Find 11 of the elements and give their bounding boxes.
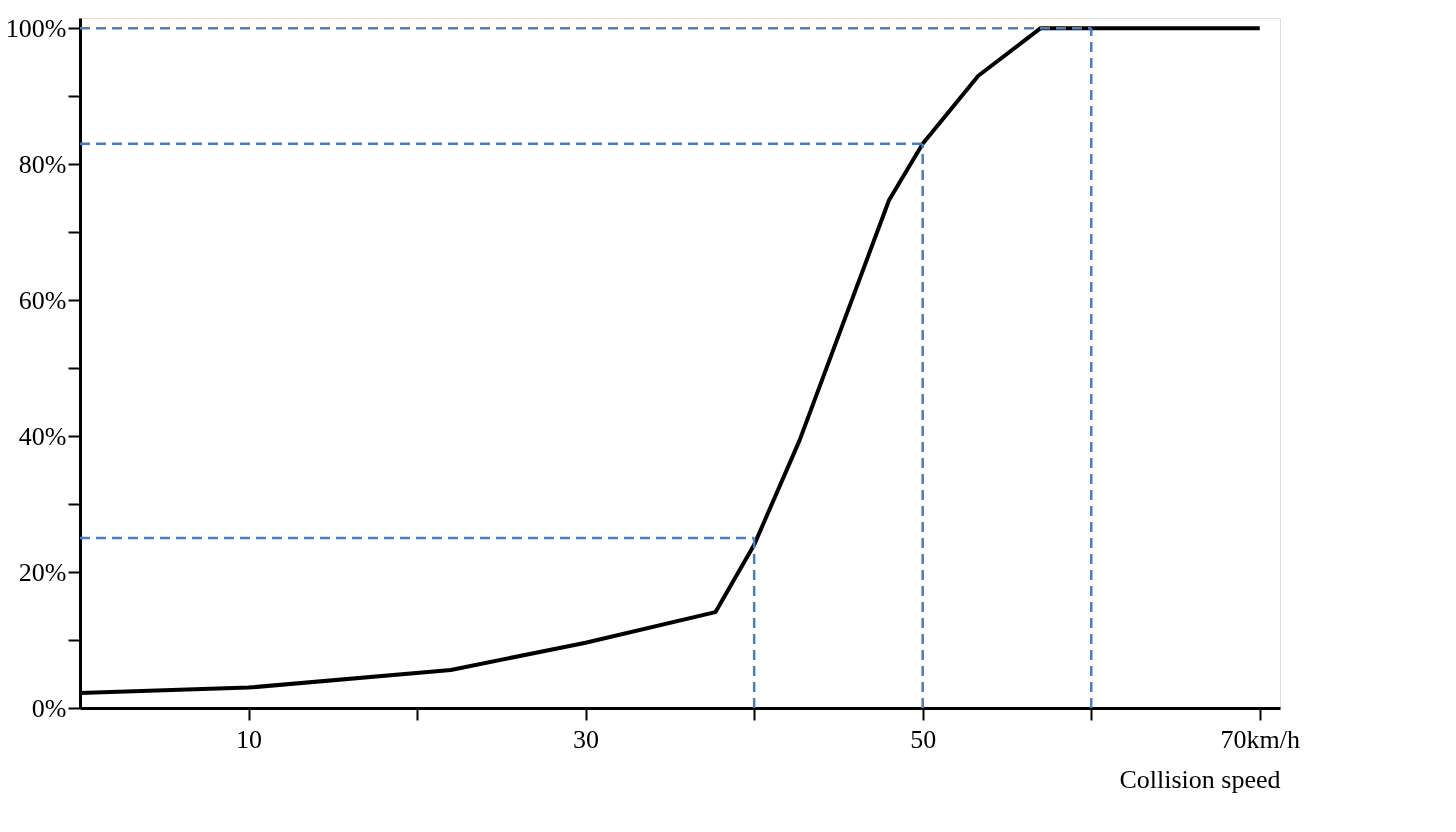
x-tick-label: 30 (573, 724, 600, 754)
y-tick-label: 80% (18, 149, 67, 179)
x-tick-label: 10 (236, 724, 263, 754)
y-tick-label: 0% (31, 693, 67, 723)
y-tick-label: 40% (18, 421, 67, 451)
x-axis-title: Collision speed (1119, 764, 1281, 794)
x-tick-label: 70km/h (1220, 724, 1300, 754)
x-tick-label: 50 (910, 724, 937, 754)
y-tick-label: 100% (5, 13, 67, 43)
y-tick-label: 60% (18, 285, 67, 315)
y-tick-label: 20% (18, 557, 67, 587)
